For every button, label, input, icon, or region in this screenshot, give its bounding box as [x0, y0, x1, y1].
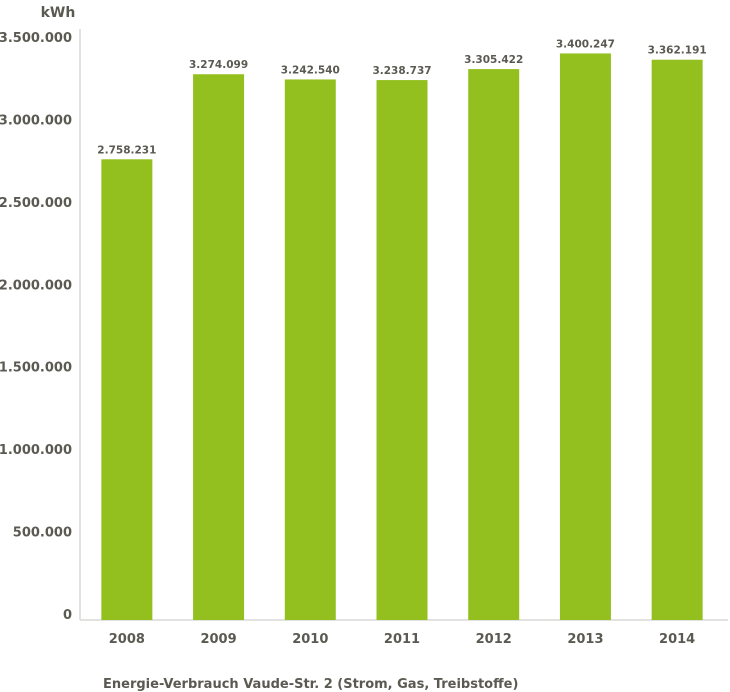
bar-value-label: 3.242.540	[281, 64, 340, 76]
y-axis-label: kWh	[41, 5, 76, 21]
bars-group	[101, 53, 703, 621]
bar-value-label: 3.400.247	[556, 38, 615, 50]
x-tick-label: 2010	[292, 632, 328, 647]
bar	[468, 69, 520, 620]
y-axis-ticks: 0 500.000 1.000.000 1.500.000 2.000.000 2.500…	[0, 31, 72, 623]
bar	[193, 74, 245, 620]
y-tick-label: 3.000.000	[0, 113, 72, 128]
x-tick-label: 2014	[659, 632, 695, 647]
bar-value-label: 3.305.422	[464, 54, 523, 66]
chart-caption: Energie-Verbrauch Vaude-Str. 2 (Strom, G…	[103, 677, 518, 692]
bar-value-label: 3.238.737	[372, 65, 431, 77]
bar	[651, 59, 703, 620]
bar	[284, 79, 336, 621]
bar	[376, 80, 428, 621]
value-labels-group: 2.758.231 3.274.099 3.242.540 3.238.737 3.30…	[97, 38, 706, 156]
y-tick-label: 1.000.000	[0, 443, 72, 458]
y-tick-label: 2.000.000	[0, 278, 72, 293]
y-tick-label: 3.500.000	[0, 31, 72, 46]
y-tick-label: 1.500.000	[0, 361, 72, 376]
bar	[101, 159, 153, 620]
y-tick-label: 500.000	[13, 526, 72, 541]
bar	[559, 53, 611, 620]
y-tick-label: 2.500.000	[0, 196, 72, 211]
bar-value-label: 3.274.099	[189, 59, 248, 71]
x-tick-label: 2008	[109, 632, 145, 647]
y-tick-label: 0	[63, 608, 72, 623]
bar-value-label: 3.362.191	[648, 45, 707, 57]
x-tick-label: 2011	[384, 632, 420, 647]
x-tick-label: 2013	[567, 632, 603, 647]
bar-value-label: 2.758.231	[97, 144, 156, 156]
x-axis-ticks: 2008 2009 2010 2011 2012 2013 2014	[109, 632, 695, 647]
x-tick-label: 2012	[476, 632, 512, 647]
x-tick-label: 2009	[200, 632, 236, 647]
